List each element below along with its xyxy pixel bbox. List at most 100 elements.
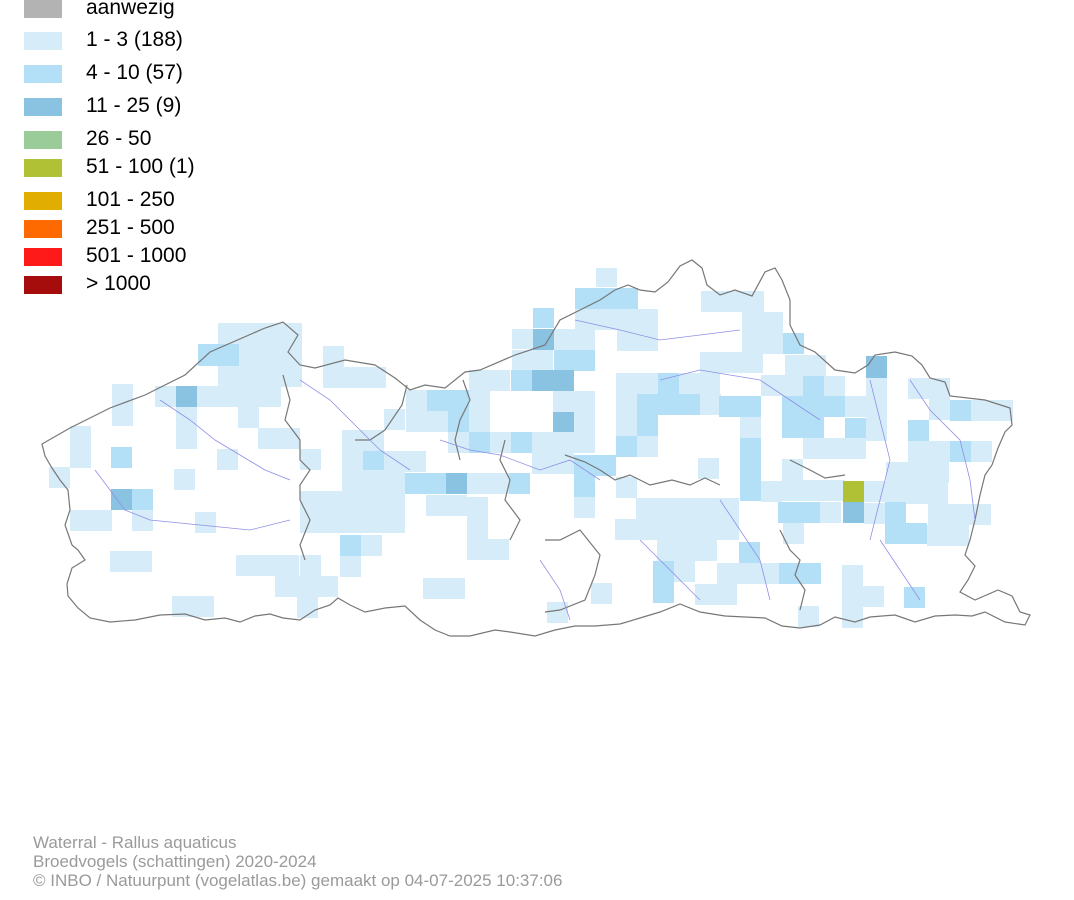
grid-cell (300, 512, 342, 533)
grid-cell (448, 411, 469, 432)
legend-item-over-1000: > 1000 (24, 272, 284, 296)
border-line (282, 374, 311, 561)
legend-label: 101 - 250 (86, 188, 175, 211)
grid-cell (574, 412, 595, 433)
grid-cell (300, 491, 342, 512)
legend-item-1-3: 1 - 3 (188) (24, 28, 284, 52)
grid-cell (616, 415, 637, 436)
grid-cell (803, 480, 845, 501)
legend-item-501-1000: 501 - 1000 (24, 244, 284, 268)
grid-cell (866, 356, 887, 378)
grid-cell (553, 412, 574, 433)
grid-cell (779, 563, 821, 584)
grid-cell (885, 481, 906, 502)
grid-cell (553, 432, 595, 453)
legend-label: > 1000 (86, 272, 151, 295)
grid-cell (866, 378, 887, 441)
dataset-name: Broedvogels (schattingen) 2020-2024 (33, 852, 317, 871)
river-line (439, 439, 601, 481)
grid-cell (70, 426, 91, 447)
grid-cell (511, 370, 532, 391)
grid-cell (824, 376, 845, 397)
grid-cell (467, 539, 509, 560)
grid-cell (782, 375, 803, 396)
grid-cell (533, 308, 554, 328)
legend-label: 51 - 100 (1) (86, 155, 195, 178)
border-line (599, 469, 721, 486)
border-line (789, 459, 846, 479)
grid-cell (616, 477, 637, 498)
grid-cell (782, 480, 803, 501)
grid-cell (426, 495, 467, 516)
grid-cell (700, 352, 763, 373)
grid-cell (906, 483, 948, 504)
grid-cell (653, 561, 674, 582)
grid-cell (971, 400, 1013, 421)
grid-cell (406, 411, 427, 432)
grid-cell (782, 417, 824, 438)
legend-swatch (24, 248, 62, 266)
grid-cell (783, 333, 804, 354)
grid-cell (761, 481, 782, 502)
grid-cell (657, 540, 717, 561)
grid-cell (340, 535, 361, 556)
legend-swatch (24, 192, 62, 210)
grid-cell (658, 373, 679, 394)
legend-label: aanwezig (86, 0, 175, 19)
grid-cell (928, 504, 991, 525)
legend-swatch (24, 220, 62, 238)
river-line (299, 379, 411, 471)
river-line (159, 399, 291, 481)
grid-cell (340, 556, 361, 577)
grid-cell (617, 330, 658, 351)
grid-cell (406, 390, 427, 411)
grid-cell (695, 584, 737, 605)
grid-cell (783, 523, 804, 544)
legend-swatch (24, 276, 62, 294)
grid-cell (778, 502, 820, 523)
legend-item-4-10: 4 - 10 (57) (24, 61, 284, 85)
grid-cell (908, 420, 929, 441)
grid-cell (111, 489, 132, 510)
grid-cell (172, 596, 214, 617)
grid-cell (448, 432, 469, 453)
grid-cell (885, 523, 927, 544)
grid-cell (616, 436, 637, 457)
grid-cell (509, 473, 530, 494)
grid-cell (574, 455, 616, 476)
grid-cell (342, 451, 363, 472)
grid-cell (236, 555, 299, 576)
grid-cell (195, 512, 216, 533)
grid-cell (574, 476, 595, 497)
legend-label: 11 - 25 (9) (86, 94, 182, 117)
grid-cell (198, 344, 239, 366)
grid-cell (904, 587, 925, 608)
grid-cell (845, 396, 866, 417)
grid-cell (843, 502, 864, 523)
grid-cell (553, 391, 574, 412)
grid-cell (742, 333, 783, 354)
grid-cell (615, 519, 657, 540)
grid-cell (820, 502, 841, 523)
grid-cell (427, 411, 448, 432)
grid-cell (637, 436, 658, 457)
legend-swatch (24, 159, 62, 177)
grid-cell (238, 407, 259, 428)
grid-cell (653, 582, 674, 603)
grid-cell (908, 441, 950, 462)
grid-cell (342, 512, 405, 533)
grid-cell (405, 473, 447, 494)
grid-cell (842, 607, 863, 628)
grid-cell (700, 394, 721, 415)
grid-cell (591, 583, 612, 604)
grid-cell (532, 432, 553, 453)
grid-cell (701, 291, 764, 312)
river-line (909, 379, 976, 521)
grid-cell (674, 561, 695, 582)
grid-cell (740, 438, 761, 459)
grid-cell (698, 458, 719, 479)
grid-cell (845, 418, 866, 439)
grid-cell (469, 432, 490, 453)
river-line (879, 539, 921, 601)
grid-cell (446, 473, 467, 494)
